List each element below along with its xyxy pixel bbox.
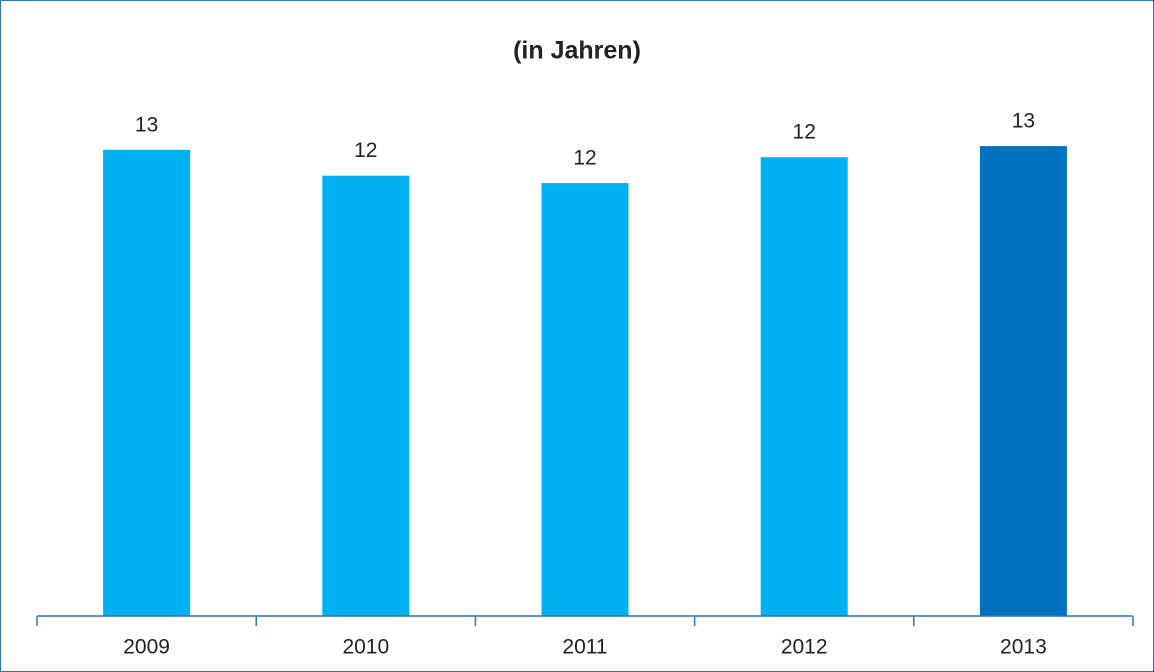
data-label: 13 — [1012, 110, 1035, 133]
x-tick-label: 2012 — [781, 636, 828, 659]
x-tick-label: 2013 — [1000, 636, 1047, 659]
x-tick-label: 2010 — [342, 636, 389, 659]
x-tick-label: 2009 — [123, 636, 170, 659]
bar — [760, 157, 848, 616]
bar — [541, 183, 629, 616]
data-label: 12 — [354, 139, 377, 162]
data-label: 12 — [793, 121, 816, 144]
data-label: 12 — [573, 147, 596, 170]
bar — [103, 149, 191, 617]
x-tick-label: 2011 — [562, 636, 607, 659]
data-label: 13 — [135, 113, 158, 136]
chart-title: (in Jahren) — [513, 37, 641, 65]
bar — [322, 175, 410, 616]
bar — [979, 146, 1067, 616]
